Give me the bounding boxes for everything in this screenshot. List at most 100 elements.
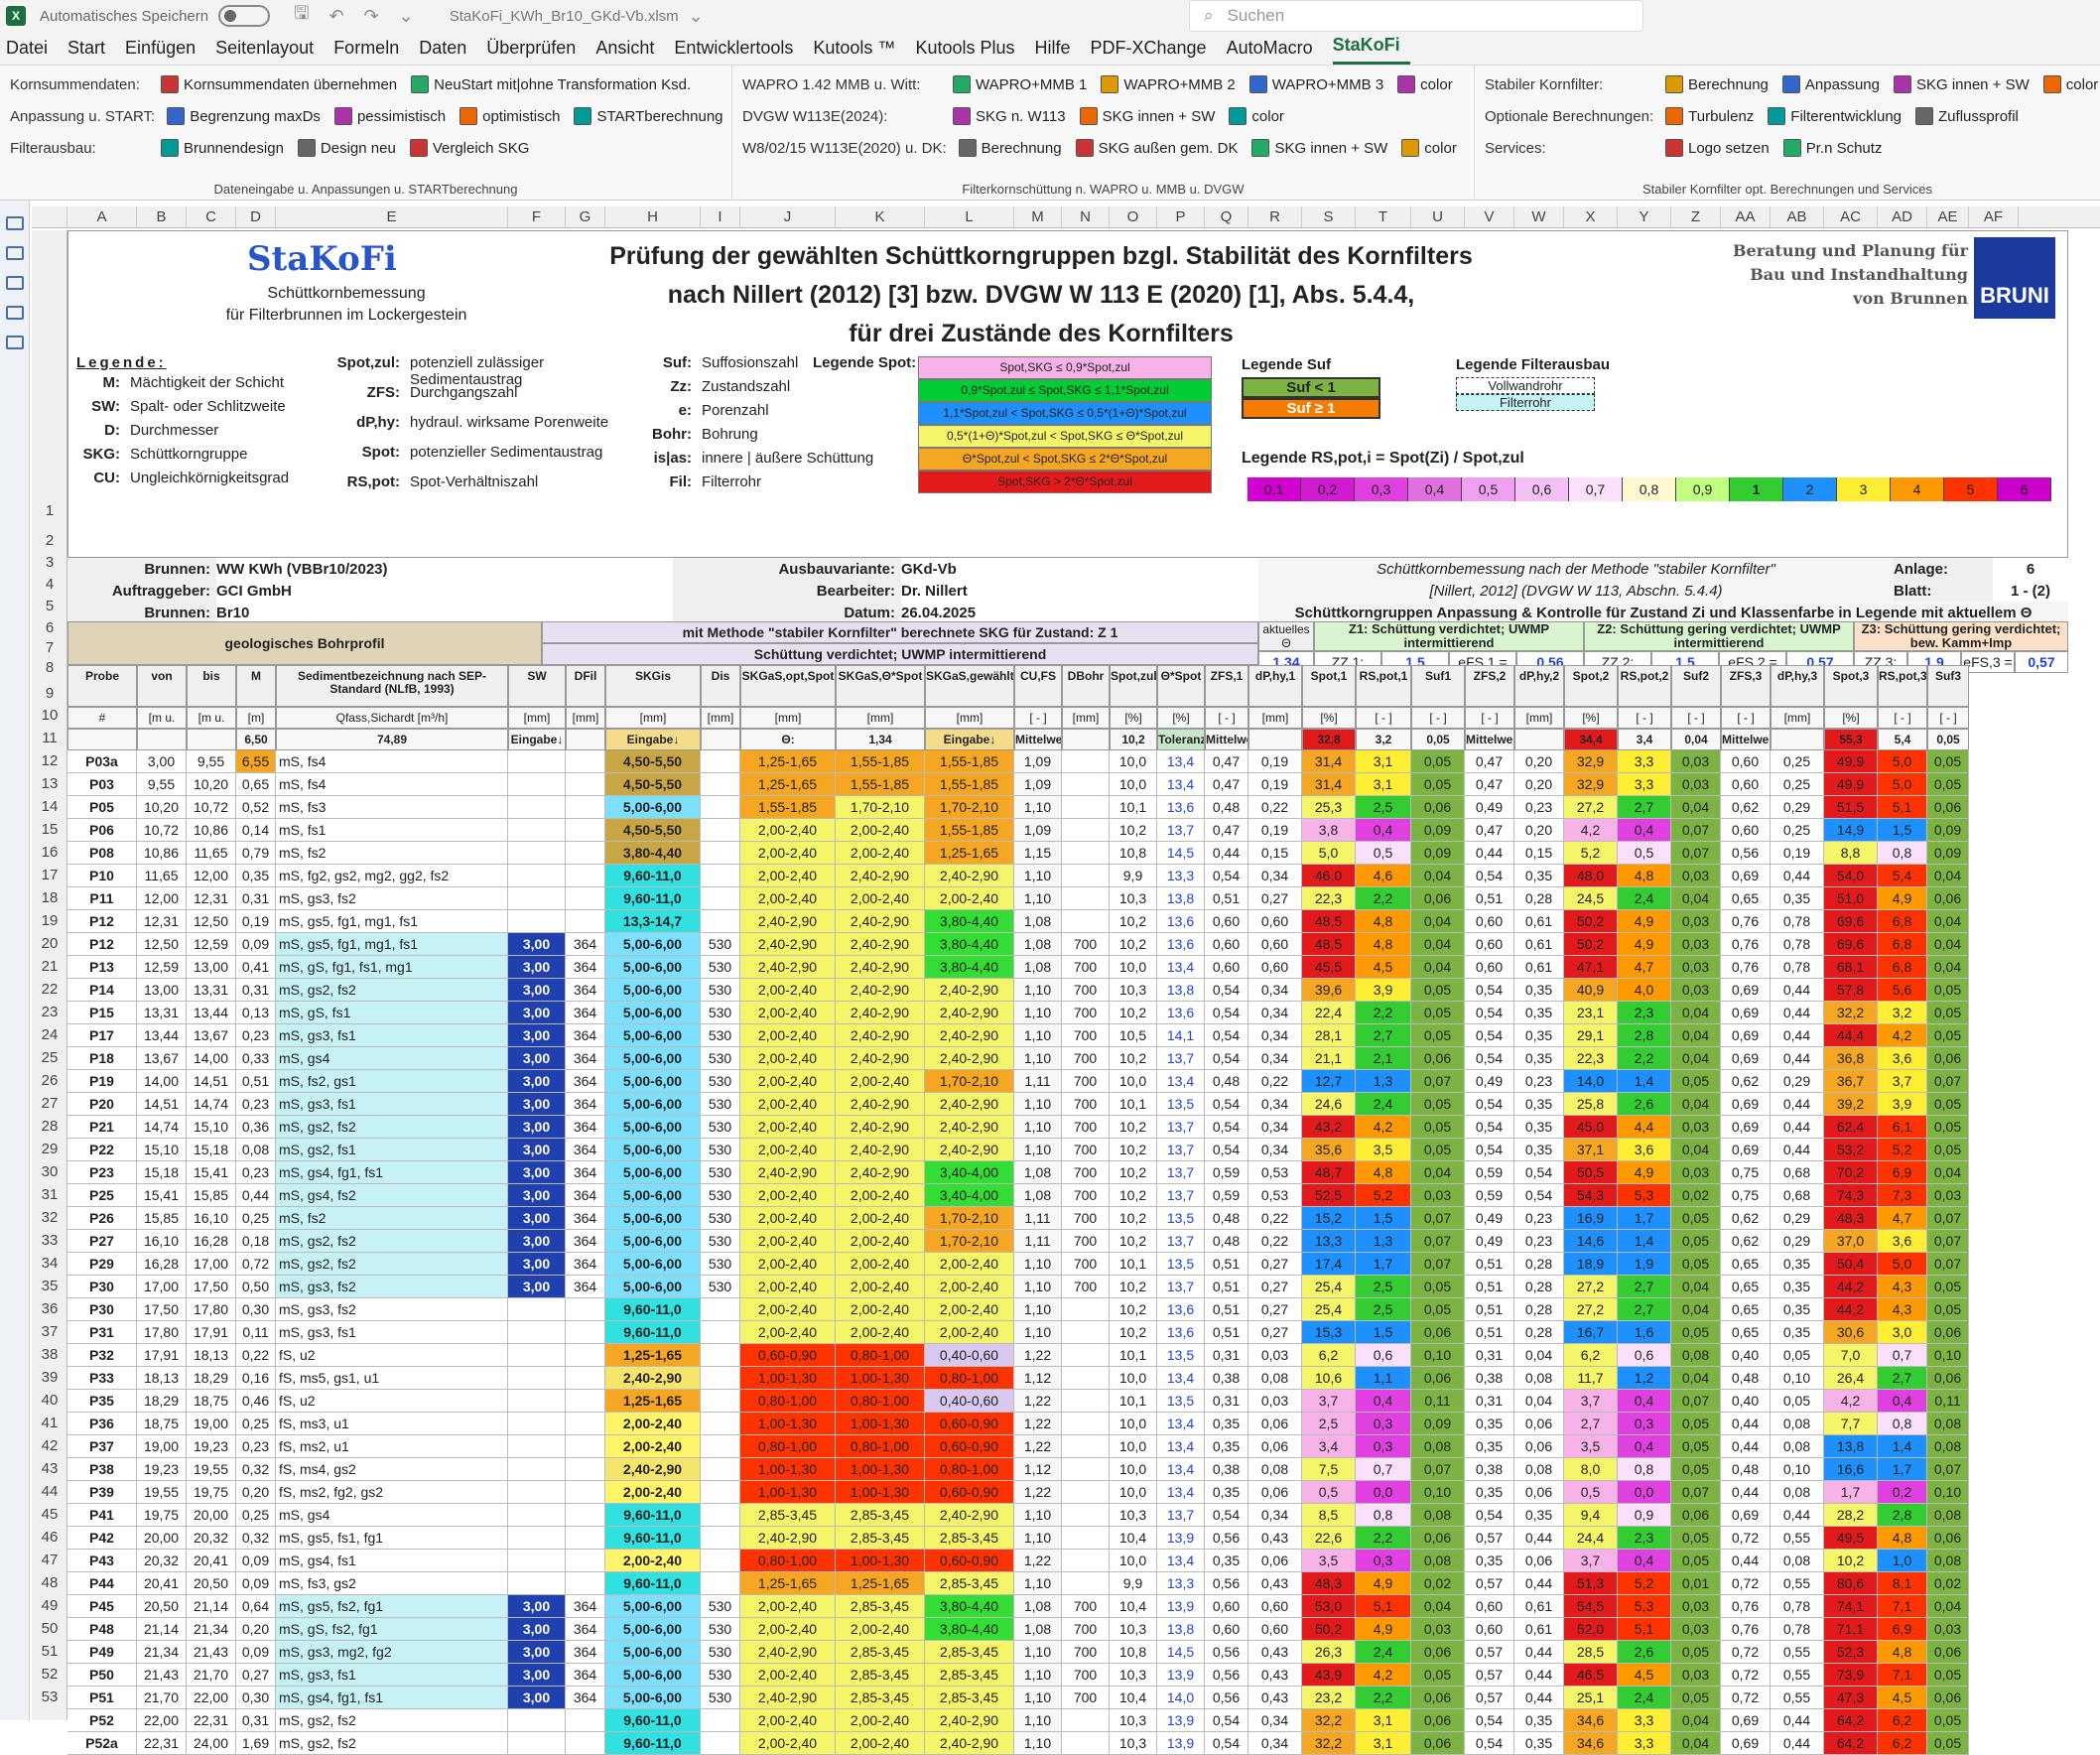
ribbon-button[interactable]: NeuStart mit|ohne Transformation Ksd. <box>411 75 691 93</box>
ribbon-button[interactable]: SKG innen + SW <box>1893 75 2030 93</box>
column-header-W[interactable]: W <box>1514 206 1564 227</box>
row-number[interactable]: 28 <box>41 1118 59 1135</box>
ribbon-button[interactable]: Zuflussprofil <box>1915 107 2019 125</box>
column-header-Q[interactable]: Q <box>1205 206 1248 227</box>
ribbon-button[interactable]: Berechnung <box>1665 75 1769 93</box>
row-number[interactable]: 51 <box>41 1643 59 1660</box>
menu-tab-3[interactable]: Seitenlayout <box>215 38 315 58</box>
row-number[interactable]: 23 <box>41 1004 59 1020</box>
row-number[interactable]: 6 <box>45 619 55 636</box>
row-number[interactable]: 49 <box>41 1597 59 1614</box>
ribbon-button[interactable]: WAPRO+MMB 1 <box>953 75 1087 93</box>
row-number[interactable]: 25 <box>41 1049 59 1066</box>
column-header-B[interactable]: B <box>137 206 187 227</box>
row-number[interactable]: 26 <box>41 1072 59 1089</box>
column-header-V[interactable]: V <box>1465 206 1514 227</box>
column-header-F[interactable]: F <box>508 206 566 227</box>
row-number[interactable]: 42 <box>41 1437 59 1454</box>
menu-tab-11[interactable]: Hilfe <box>1034 38 1071 58</box>
column-header-X[interactable]: X <box>1564 206 1618 227</box>
column-header-AE[interactable]: AE <box>1927 206 1969 227</box>
row-number[interactable]: 31 <box>41 1186 59 1203</box>
row-number[interactable]: 47 <box>41 1552 59 1568</box>
row-number[interactable]: 21 <box>41 958 59 975</box>
row-number[interactable]: 15 <box>41 821 59 838</box>
column-header-G[interactable]: G <box>566 206 605 227</box>
customize-icon[interactable]: ⌄ <box>398 5 414 26</box>
panel-icon-4[interactable] <box>6 306 24 320</box>
row-number[interactable]: 11 <box>42 730 58 746</box>
panel-icon-2[interactable] <box>6 246 24 260</box>
redo-icon[interactable]: ↷ <box>363 5 379 26</box>
row-number[interactable]: 29 <box>41 1141 59 1157</box>
row-number[interactable]: 5 <box>45 598 55 614</box>
ribbon-button[interactable]: SKG n. W113 <box>953 107 1066 125</box>
panel-icon-3[interactable] <box>6 276 24 290</box>
ribbon-button[interactable]: Brunnendesign <box>161 139 284 157</box>
column-header-AF[interactable]: AF <box>1969 206 2019 227</box>
row-number[interactable]: 34 <box>41 1255 59 1272</box>
chevron-down-icon[interactable]: ⌄ <box>688 5 704 26</box>
menu-tab-14[interactable]: StaKoFi <box>1332 35 1410 65</box>
column-header-A[interactable]: A <box>67 206 137 227</box>
menu-tab-2[interactable]: Einfügen <box>125 38 197 58</box>
row-number[interactable]: 43 <box>41 1460 59 1477</box>
menu-tab-7[interactable]: Ansicht <box>595 38 655 58</box>
ribbon-button[interactable]: SKG innen + SW <box>1079 107 1215 125</box>
row-number[interactable]: 27 <box>41 1095 59 1112</box>
ribbon-button[interactable]: WAPRO+MMB 2 <box>1101 75 1236 93</box>
ribbon-button[interactable]: optimistisch <box>459 107 560 125</box>
ribbon-button[interactable]: Logo setzen <box>1665 139 1770 157</box>
row-number[interactable]: 44 <box>41 1483 59 1500</box>
column-header-O[interactable]: O <box>1110 206 1157 227</box>
menu-tab-0[interactable]: Datei <box>6 38 49 58</box>
row-number[interactable]: 3 <box>45 554 55 571</box>
column-header-Y[interactable]: Y <box>1618 206 1671 227</box>
menu-tab-9[interactable]: Kutools ™ <box>813 38 896 58</box>
ribbon-button[interactable]: color <box>1401 139 1457 157</box>
panel-icon-1[interactable] <box>6 216 24 230</box>
row-number[interactable]: 40 <box>41 1392 59 1409</box>
column-header-AB[interactable]: AB <box>1771 206 1824 227</box>
row-number[interactable]: 20 <box>41 935 59 952</box>
ribbon-button[interactable]: STARTberechnung <box>574 107 723 125</box>
ribbon-button[interactable]: Berechnung <box>958 139 1062 157</box>
row-number[interactable]: 19 <box>41 912 59 929</box>
ribbon-button[interactable]: pessimistisch <box>333 107 446 125</box>
ribbon-button[interactable]: Turbulenz <box>1665 107 1754 125</box>
search-box[interactable]: ⌕ Suchen <box>1189 0 1643 32</box>
menu-tab-6[interactable]: Überprüfen <box>486 38 577 58</box>
menu-tab-12[interactable]: PDF-XChange <box>1090 38 1207 58</box>
column-header-R[interactable]: R <box>1248 206 1302 227</box>
row-number[interactable]: 2 <box>45 532 55 549</box>
row-number[interactable]: 8 <box>45 659 55 676</box>
row-number[interactable]: 12 <box>41 752 59 769</box>
column-header-J[interactable]: J <box>740 206 836 227</box>
row-number[interactable]: 38 <box>41 1346 59 1363</box>
column-header-C[interactable]: C <box>187 206 236 227</box>
ribbon-button[interactable]: color <box>2042 75 2098 93</box>
column-header-AC[interactable]: AC <box>1824 206 1878 227</box>
column-header-P[interactable]: P <box>1157 206 1205 227</box>
row-number[interactable]: 16 <box>41 844 59 861</box>
ribbon-button[interactable]: Vergleich SKG <box>409 139 529 157</box>
row-number[interactable]: 30 <box>41 1163 59 1180</box>
column-header-AA[interactable]: AA <box>1721 206 1771 227</box>
row-number[interactable]: 53 <box>41 1688 59 1705</box>
ribbon-button[interactable]: color <box>1229 107 1284 125</box>
row-number[interactable]: 35 <box>41 1278 59 1294</box>
column-header-S[interactable]: S <box>1302 206 1356 227</box>
menu-tab-13[interactable]: AutoMacro <box>1226 38 1313 58</box>
column-header-K[interactable]: K <box>836 206 925 227</box>
ribbon-button[interactable]: SKG außen gem. DK <box>1075 139 1238 157</box>
ribbon-button[interactable]: Filterentwicklung <box>1768 107 1902 125</box>
column-header-H[interactable]: H <box>605 206 701 227</box>
ribbon-button[interactable]: SKG innen + SW <box>1251 139 1387 157</box>
ribbon-button[interactable]: color <box>1397 75 1453 93</box>
row-number[interactable]: 18 <box>41 889 59 906</box>
row-number[interactable]: 13 <box>41 775 59 792</box>
row-number[interactable]: 33 <box>41 1232 59 1249</box>
ribbon-button[interactable]: Kornsummendaten übernehmen <box>161 75 397 93</box>
row-number[interactable]: 37 <box>41 1323 59 1340</box>
column-header-T[interactable]: T <box>1356 206 1411 227</box>
